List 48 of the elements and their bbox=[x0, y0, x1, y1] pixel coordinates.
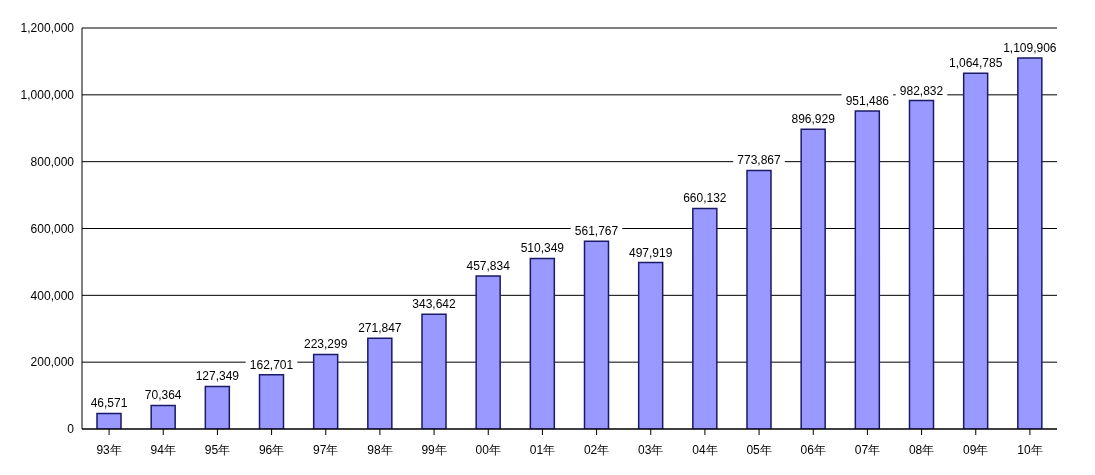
x-tick-label: 09年 bbox=[963, 442, 989, 457]
x-tick-label: 01年 bbox=[529, 442, 556, 457]
x-tick-label: 94年 bbox=[150, 442, 176, 457]
data-label: 951,486 bbox=[845, 94, 890, 109]
x-tick-label: 08年 bbox=[908, 442, 935, 457]
data-label: 162,701 bbox=[249, 357, 294, 372]
data-label: 660,132 bbox=[683, 191, 727, 206]
bar bbox=[583, 240, 610, 429]
bar bbox=[908, 99, 935, 429]
bar bbox=[258, 373, 285, 429]
x-tick-label: 99年 bbox=[421, 442, 447, 457]
y-tick-label: 0 bbox=[67, 422, 75, 437]
x-tick-label: 03年 bbox=[638, 442, 664, 457]
x-tick-label: 07年 bbox=[854, 442, 881, 457]
data-label: 497,919 bbox=[628, 245, 673, 260]
data-label: 70,364 bbox=[144, 388, 182, 403]
bar bbox=[854, 110, 881, 429]
x-tick-label: 93年 bbox=[96, 442, 122, 457]
y-tick-label: 400,000 bbox=[30, 288, 75, 303]
y-tick-label: 800,000 bbox=[30, 154, 75, 169]
x-tick-label: 05年 bbox=[746, 442, 772, 457]
data-label: 127,349 bbox=[195, 369, 240, 384]
y-tick-label: 1,200,000 bbox=[20, 21, 75, 36]
data-label: 773,867 bbox=[737, 153, 782, 168]
data-label: 1,064,785 bbox=[948, 56, 1003, 71]
x-tick-label: 95年 bbox=[204, 442, 231, 457]
data-label: 223,299 bbox=[303, 337, 348, 352]
data-label: 561,767 bbox=[574, 224, 619, 239]
bar bbox=[746, 169, 772, 429]
x-tick-label: 97年 bbox=[313, 442, 339, 457]
x-tick-label: 98年 bbox=[367, 442, 393, 457]
x-tick-label: 02年 bbox=[583, 442, 610, 457]
x-tick-label: 00年 bbox=[475, 442, 501, 457]
data-label: 271,847 bbox=[358, 321, 402, 336]
data-label: 982,832 bbox=[899, 83, 944, 98]
data-label: 46,571 bbox=[90, 396, 128, 411]
x-tick-label: 06年 bbox=[800, 442, 826, 457]
y-tick-label: 600,000 bbox=[30, 221, 75, 236]
y-tick-label: 1,000,000 bbox=[20, 88, 75, 103]
data-label: 510,349 bbox=[520, 241, 565, 256]
data-label: 343,642 bbox=[412, 297, 457, 312]
x-tick-label: 10年 bbox=[1017, 442, 1043, 457]
x-tick-label: 96年 bbox=[258, 442, 285, 457]
x-tick-label: 04年 bbox=[692, 442, 718, 457]
data-label: 896,929 bbox=[791, 112, 836, 127]
y-tick-label: 200,000 bbox=[30, 355, 75, 370]
data-label: 457,834 bbox=[466, 259, 511, 274]
data-label: 1,109,906 bbox=[1003, 41, 1057, 56]
